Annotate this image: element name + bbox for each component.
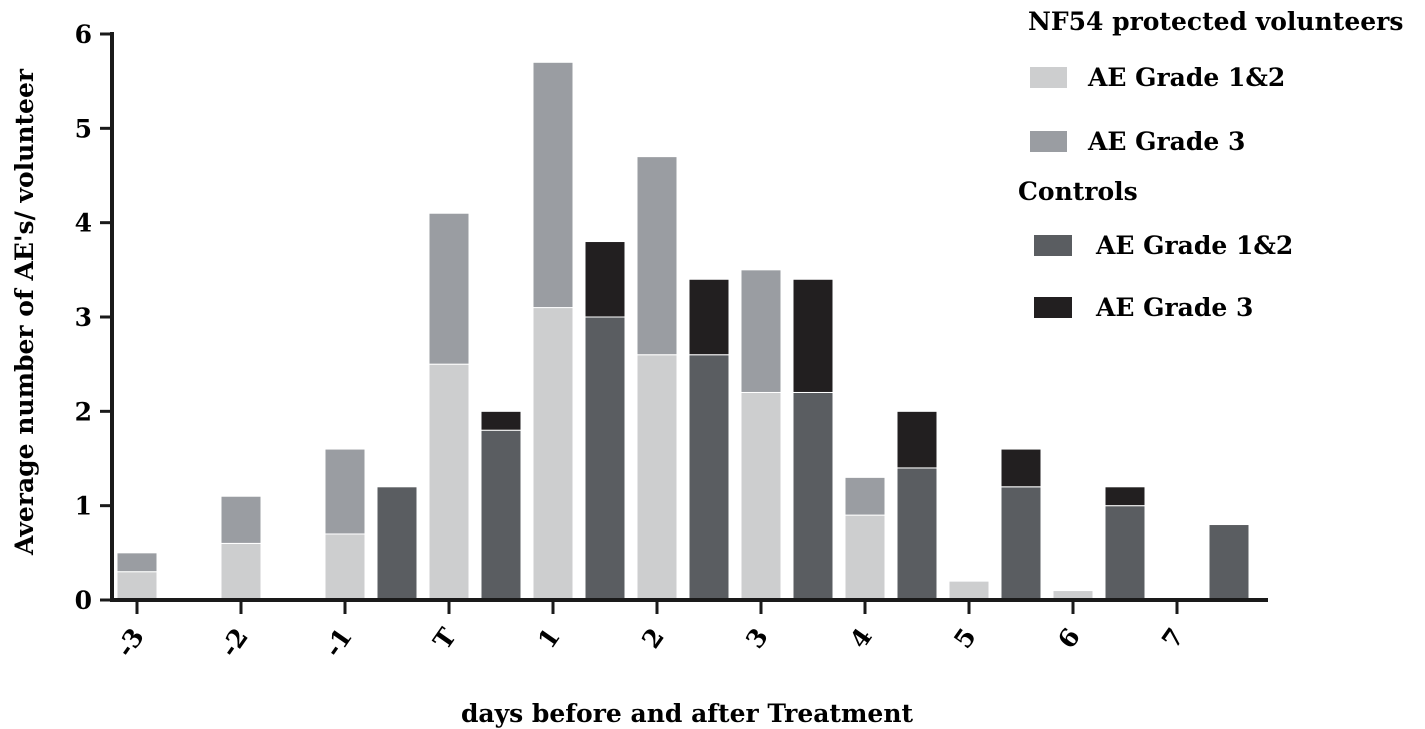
y-axis-label: Average number of AE's/ volunteer bbox=[10, 68, 39, 556]
bar-controls-ae-grade-3-day-2 bbox=[688, 278, 730, 356]
x-tick-label: 4 bbox=[844, 623, 878, 654]
bar-controls-ae-grade-1-2-day-5 bbox=[1000, 486, 1042, 601]
y-tick-label: 6 bbox=[75, 20, 92, 49]
x-ticks: -3 -2 -1 T 1 2 3 4 5 6 7 bbox=[110, 600, 1190, 662]
x-tick-label: -1 bbox=[318, 623, 358, 662]
bar-nf54-protected-volunteers-ae-grade-1-2-day-3 bbox=[740, 391, 782, 601]
legend-label-controls-grade3: AE Grade 3 bbox=[1095, 293, 1253, 322]
bar-controls-ae-grade-1-2-day-2 bbox=[688, 354, 730, 601]
x-tick-label: 5 bbox=[948, 623, 982, 654]
bar-nf54-protected-volunteers-ae-grade-3-day-2 bbox=[636, 156, 678, 356]
y-tick-label: 2 bbox=[75, 397, 92, 426]
y-tick-label: 1 bbox=[75, 492, 92, 521]
x-tick-label: 7 bbox=[1156, 623, 1190, 654]
bar-controls-ae-grade-3-day-t bbox=[480, 410, 522, 431]
bar-nf54-protected-volunteers-ae-grade-3-day-3 bbox=[116, 552, 158, 573]
bar-nf54-protected-volunteers-ae-grade-1-2-day-2 bbox=[220, 542, 262, 601]
bar-nf54-protected-volunteers-ae-grade-1-2-day-4 bbox=[844, 514, 886, 601]
legend-group-nf54-title: NF54 protected volunteers bbox=[1028, 7, 1403, 36]
bar-nf54-protected-volunteers-ae-grade-1-2-day-5 bbox=[948, 580, 990, 601]
legend-swatch-controls-grade3 bbox=[1034, 297, 1072, 318]
legend: NF54 protected volunteers AE Grade 1&2 A… bbox=[1018, 7, 1403, 322]
bar-nf54-protected-volunteers-ae-grade-3-day-1 bbox=[532, 61, 574, 309]
bar-nf54-protected-volunteers-ae-grade-3-day-t bbox=[428, 212, 470, 365]
y-ticks: 0 1 2 3 4 5 6 bbox=[75, 20, 112, 615]
x-tick-label: -2 bbox=[214, 623, 254, 662]
bar-controls-ae-grade-1-2-day-1 bbox=[376, 486, 418, 601]
legend-group-controls-title: Controls bbox=[1018, 177, 1138, 206]
x-tick-label: -3 bbox=[110, 623, 150, 662]
bar-controls-ae-grade-3-day-3 bbox=[792, 278, 834, 393]
legend-label-nf54-grade12: AE Grade 1&2 bbox=[1087, 63, 1285, 92]
bar-nf54-protected-volunteers-ae-grade-3-day-2 bbox=[220, 495, 262, 544]
bar-controls-ae-grade-1-2-day-1 bbox=[584, 316, 626, 601]
bar-controls-ae-grade-1-2-day-t bbox=[480, 429, 522, 601]
legend-label-nf54-grade3: AE Grade 3 bbox=[1087, 127, 1245, 156]
legend-swatch-controls-grade12 bbox=[1034, 235, 1072, 256]
legend-label-controls-grade12: AE Grade 1&2 bbox=[1095, 231, 1293, 260]
bar-nf54-protected-volunteers-ae-grade-1-2-day-2 bbox=[636, 354, 678, 601]
bar-nf54-protected-volunteers-ae-grade-3-day-3 bbox=[740, 269, 782, 393]
bar-controls-ae-grade-3-day-6 bbox=[1104, 486, 1146, 507]
y-tick-label: 4 bbox=[75, 209, 92, 238]
bar-controls-ae-grade-1-2-day-7 bbox=[1208, 524, 1250, 601]
x-tick-label: 6 bbox=[1052, 623, 1086, 654]
bar-nf54-protected-volunteers-ae-grade-1-2-day-3 bbox=[116, 571, 158, 601]
legend-swatch-nf54-grade3 bbox=[1030, 131, 1067, 152]
bar-controls-ae-grade-1-2-day-4 bbox=[896, 467, 938, 601]
bar-controls-ae-grade-1-2-day-6 bbox=[1104, 505, 1146, 601]
y-tick-label: 3 bbox=[75, 303, 92, 332]
bar-controls-ae-grade-3-day-1 bbox=[584, 241, 626, 318]
y-tick-label: 5 bbox=[75, 114, 92, 143]
y-tick-label: 0 bbox=[75, 586, 92, 615]
bar-nf54-protected-volunteers-ae-grade-3-day-1 bbox=[324, 448, 366, 535]
bar-nf54-protected-volunteers-ae-grade-1-2-day-1 bbox=[324, 533, 366, 601]
x-tick-label: 2 bbox=[636, 623, 670, 654]
bar-nf54-protected-volunteers-ae-grade-1-2-day-1 bbox=[532, 307, 574, 601]
bar-controls-ae-grade-3-day-5 bbox=[1000, 448, 1042, 488]
x-tick-label: T bbox=[427, 622, 462, 654]
bars-layer bbox=[116, 61, 1250, 601]
x-tick-label: 1 bbox=[532, 623, 566, 654]
legend-swatch-nf54-grade12 bbox=[1030, 67, 1067, 88]
bar-controls-ae-grade-1-2-day-3 bbox=[792, 391, 834, 601]
bar-controls-ae-grade-3-day-4 bbox=[896, 410, 938, 469]
bar-nf54-protected-volunteers-ae-grade-1-2-day-t bbox=[428, 363, 470, 601]
x-tick-label: 3 bbox=[740, 623, 774, 654]
x-axis-label: days before and after Treatment bbox=[461, 699, 914, 728]
bar-nf54-protected-volunteers-ae-grade-3-day-4 bbox=[844, 476, 886, 516]
